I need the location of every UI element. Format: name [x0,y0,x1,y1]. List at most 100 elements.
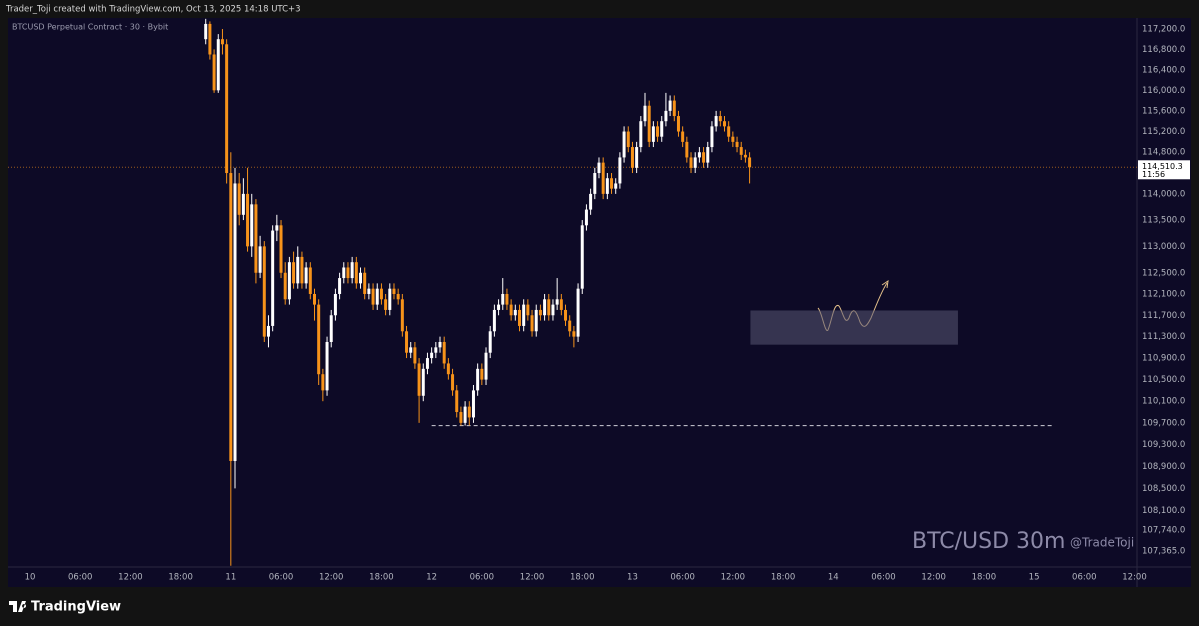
candle-body [534,309,538,332]
x-tick-label: 12:00 [921,573,946,583]
candle-body [216,39,220,91]
candle-body [647,105,651,142]
brand: TradingView [9,600,121,615]
candle-body [643,105,647,122]
candle-body [409,347,413,353]
candle-body [505,293,509,305]
candle-body [321,374,325,391]
candle-body [513,309,517,316]
candle-body [279,225,283,273]
y-tick-label: 112,500.0 [1142,268,1185,278]
candle-body [639,121,643,148]
candle-body [614,183,618,189]
candle-body [593,173,597,194]
candle-body [559,299,563,310]
candle-body [580,225,584,289]
candle-body [208,23,212,55]
candle-body [283,272,287,300]
candle-body [601,162,605,194]
candle-body [484,352,488,380]
y-tick-label: 117,200.0 [1142,25,1185,35]
candle-body [522,304,526,326]
candle-body [589,193,593,210]
chart-title: BTCUSD Perpetual Contract · 30 · Bybit [12,23,168,32]
y-tick-label: 113,500.0 [1142,216,1185,226]
x-tick-label: 10 [25,573,36,583]
candle-body [371,288,375,305]
candle-body [317,304,321,375]
candle-body [233,183,237,461]
candle-body [572,331,576,337]
candle-body [287,262,291,300]
x-tick-label: 06:00 [670,573,695,583]
candle-body [693,157,697,168]
candle-body [300,256,304,284]
y-tick-label: 108,500.0 [1142,484,1185,494]
candle-body [375,288,379,305]
candle-body [204,23,208,40]
last-price-label: 114,510.3 [1142,162,1183,171]
candle-body [651,126,655,142]
zone-box [750,310,958,345]
candle-body [630,147,634,168]
candle-body [668,100,672,111]
candle-body [722,121,726,127]
candle-body [346,267,350,279]
candle-body [706,147,710,163]
watermark: BTC/USD 30m [912,529,1065,554]
candle-body [551,304,555,316]
candle-body [660,121,664,137]
y-tick-label: 116,800.0 [1142,45,1185,55]
y-tick-label: 111,700.0 [1142,311,1185,321]
x-tick-label: 12:00 [721,573,746,583]
candle-body [618,157,622,184]
candle-body [748,157,752,168]
candle-body [229,173,233,461]
candle-body [421,368,425,396]
candle-body [455,390,459,413]
candles [204,18,752,566]
candle-body [363,272,367,294]
candle-body [584,209,588,226]
candle-body [676,116,680,132]
candle-body [329,315,333,342]
y-tick-label: 112,100.0 [1142,289,1185,299]
candle-body [471,390,475,418]
x-tick-label: 12:00 [319,573,344,583]
candle-body [246,193,250,247]
x-tick-label: 06:00 [470,573,495,583]
candle-body [446,363,450,375]
candle-body [262,246,266,337]
candle-body [367,288,371,294]
candle-body [325,341,329,391]
candle-body [739,147,743,155]
candle-body [225,44,229,174]
candle-body [622,131,626,158]
y-tick-label: 109,700.0 [1142,418,1185,428]
candle-body [354,262,358,284]
candle-body [497,304,501,310]
candle-body [509,304,513,316]
y-tick-label: 116,400.0 [1142,65,1185,75]
candle-body [526,304,530,316]
y-tick-label: 109,300.0 [1142,440,1185,450]
candle-body [296,256,300,284]
header: Trader_Toji created with TradingView.com… [5,5,301,15]
candle-body [405,331,409,353]
candle-body [672,100,676,117]
candle-body [271,230,275,326]
candle-body [727,126,731,137]
candle-body [467,406,471,418]
x-tick-label: 18:00 [369,573,394,583]
candle-body [254,204,258,273]
last-price-box [1138,160,1190,180]
y-tick-label: 108,100.0 [1142,506,1185,516]
candle-body [342,267,346,279]
candle-body [564,309,568,321]
candle-body [492,309,496,332]
x-tick-label: 06:00 [269,573,294,583]
candle-body [396,293,400,300]
candle-body [266,325,270,337]
candle-body [350,262,354,279]
x-tick-label: 12:00 [520,573,545,583]
